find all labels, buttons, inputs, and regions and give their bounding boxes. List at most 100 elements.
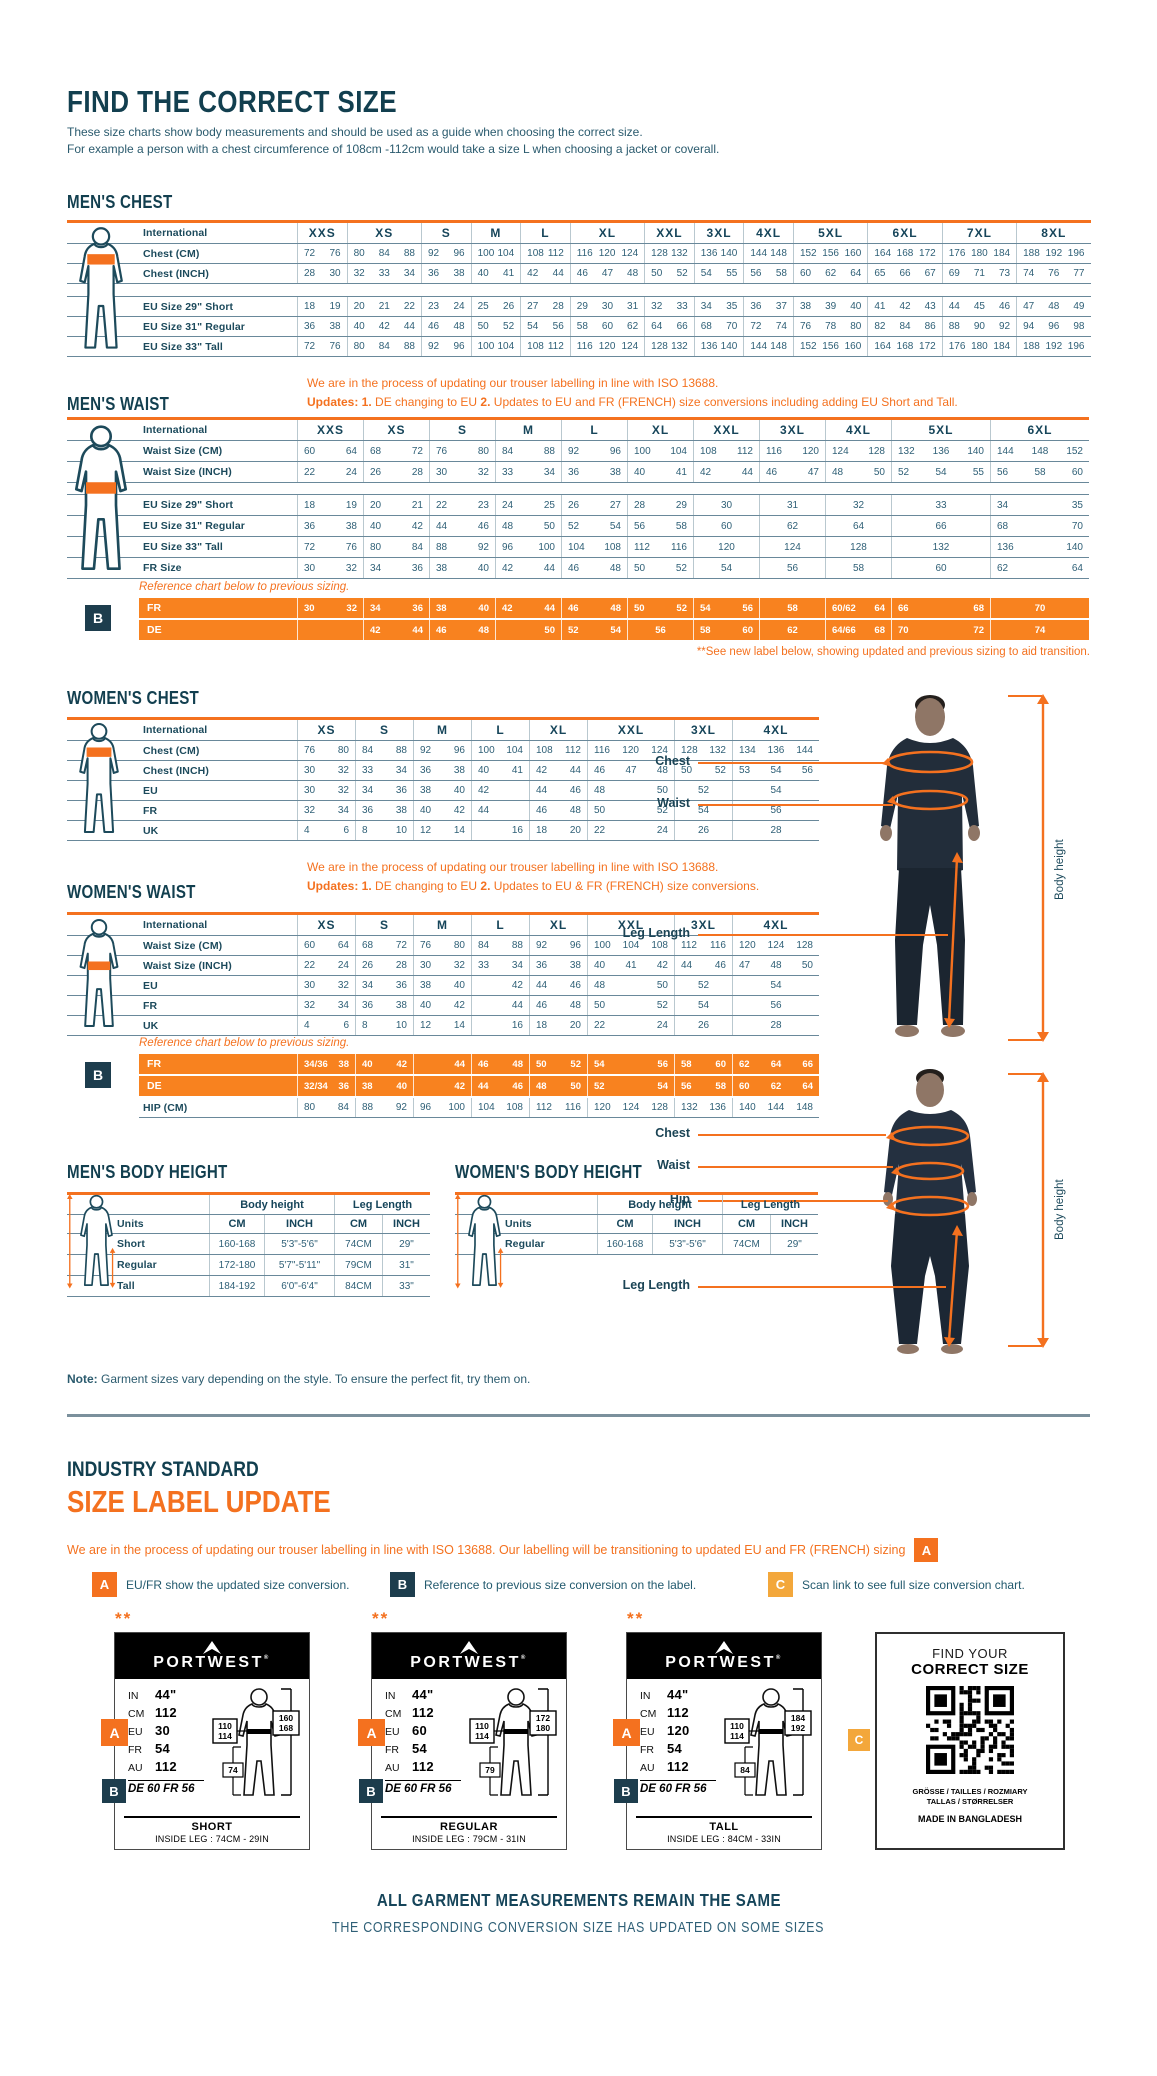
table-header-row: International XXS XS S M L XL XXL 3XL 4XL 5XL 6XL — [67, 420, 1089, 441]
label-previous-sizing: DE 60 FR 56 — [640, 1783, 707, 1795]
woman-chest-label: Chest — [655, 1126, 690, 1140]
reference-row: DE 42 44 46 48 50 52 54 56 58 60 62 64/66 68 70 72 74 — [139, 620, 1089, 640]
size-cell: 144 148 — [743, 244, 793, 263]
label-b-badge: B — [102, 1779, 126, 1803]
size-cell: 100 104 108 — [587, 936, 674, 955]
size-cell: 80 84 88 — [346, 244, 421, 263]
label-a-badge: A — [101, 1719, 128, 1746]
size-cell: 48 50 — [587, 976, 674, 995]
label-fit-info: SHORT INSIDE LEG : 74CM - 29IN — [124, 1816, 300, 1844]
table-row — [67, 483, 1089, 495]
c-badge: C — [768, 1572, 793, 1597]
table-row: EU Size 31" Regular 36 38 40 42 44 46 48 50 52 54 5… — [67, 516, 1089, 537]
size-cell: 92 96 — [420, 244, 471, 263]
size-cell: 29 30 31 — [569, 297, 644, 316]
womens-body-height-heading: WOMEN'S BODY HEIGHT — [455, 1162, 643, 1182]
man-leg-length-label: Leg Length — [622, 926, 690, 940]
size-cell: 42 44 — [529, 761, 587, 780]
size-cell: 56 — [732, 801, 819, 820]
size-cell: 32 34 — [297, 996, 355, 1015]
size-cell: 46 47 — [759, 462, 825, 482]
size-cell: 12 14 — [413, 1016, 471, 1035]
size-cell: 26 28 — [363, 462, 429, 482]
size-cell: 116 120 124 — [587, 741, 674, 760]
man-height-tick-bottom — [1008, 1039, 1042, 1041]
size-cell: 112 116 — [627, 537, 693, 557]
size-cell: 28 30 — [297, 264, 347, 283]
womens-chest-table: International XS S M L XL XXL 3XL 4XL Chest (CM) 7… — [67, 717, 819, 841]
size-cell: 60 — [693, 516, 759, 536]
svg-text:114: 114 — [218, 1731, 232, 1741]
size-cell: 18 19 — [297, 495, 363, 515]
size-cell: 52 — [674, 976, 732, 995]
table-row: FR 32 34 36 38 40 42 44 46 48 50 52 54 56 — [67, 996, 819, 1016]
size-cell: 50 52 — [674, 761, 732, 780]
size-cell: 56 58 — [627, 516, 693, 536]
woman-height-tick-top — [1008, 1073, 1042, 1075]
size-cell: 32 34 — [297, 801, 355, 820]
size-cell: 50 52 — [470, 317, 521, 336]
table-header-row: International XS S M L XL XXL 3XL 4XL — [67, 915, 819, 936]
label-stars: ** — [372, 1609, 390, 1628]
womens-figure-photo — [845, 1066, 1015, 1361]
label-previous-sizing: DE 60 FR 56 — [385, 1783, 452, 1795]
womens-waist-reference-table: FR 34/36 38 40 42 44 46 48 50 52 54 56 58 60 62 64 66 DE 3… — [139, 1054, 819, 1118]
svg-text:168: 168 — [279, 1723, 293, 1733]
man-leg-length-line — [698, 934, 948, 936]
size-cell: 132 — [891, 537, 990, 557]
size-cell: 33 34 — [495, 462, 561, 482]
size-cell: 34 36 — [355, 781, 413, 800]
size-cell: 47 48 50 — [732, 956, 819, 975]
table-row: Regular 160-168 5'3"-5'6" 74CM 29" — [455, 1234, 818, 1255]
size-cell: 108 112 — [520, 337, 570, 356]
svg-text:110: 110 — [218, 1721, 232, 1731]
size-cell: 30 32 — [297, 781, 355, 800]
size-cell: 54 — [693, 558, 759, 578]
size-cell: 30 32 — [429, 462, 495, 482]
size-cell: 46 48 — [561, 558, 627, 578]
table-row — [67, 284, 1091, 297]
size-cell: 116 120 124 — [569, 337, 644, 356]
size-cell: 30 32 — [297, 761, 355, 780]
table-row: EU 30 32 34 36 38 40 42 44 46 48 50 52 54 — [67, 976, 819, 996]
b-reference-badge: B — [85, 1062, 111, 1088]
size-cell: 128 132 — [644, 244, 694, 263]
size-cell: 30 32 — [413, 956, 471, 975]
mens-chest-figure-icon — [70, 226, 132, 352]
size-cell: 46 47 48 — [569, 264, 644, 283]
svg-text:114: 114 — [475, 1731, 489, 1741]
size-cell: 64 — [825, 516, 891, 536]
size-cell: 54 — [674, 996, 732, 1015]
reference-row: FR 34/36 38 40 42 44 46 48 50 52 54 56 58 60 62 64 66 — [139, 1054, 819, 1074]
size-cell: 40 41 42 — [587, 956, 674, 975]
reference-row: DE 32/34 36 38 40 42 44 46 48 50 52 54 56 58 60 62 64 — [139, 1076, 819, 1096]
portwest-diamond-icon — [203, 1641, 221, 1654]
size-cell: 22 23 — [429, 495, 495, 515]
table-row: EU Size 29" Short 18 19 20 21 22 23 24 25 26 27 28 2… — [67, 495, 1089, 516]
size-cell: 188 192 196 — [1016, 337, 1090, 356]
size-cell: 36 38 — [420, 264, 471, 283]
footer-line-1: ALL GARMENT MEASUREMENTS REMAIN THE SAME — [376, 1890, 781, 1910]
size-cell: 152 156 160 — [792, 337, 867, 356]
size-cell: 120 124 128 — [732, 936, 819, 955]
size-cell: 136 140 — [693, 337, 744, 356]
size-cell: 50 52 — [627, 558, 693, 578]
svg-text:180: 180 — [536, 1723, 550, 1733]
size-cell: 152 156 160 — [792, 244, 867, 263]
size-cell: 33 34 — [471, 956, 529, 975]
label-previous-sizing: DE 60 FR 56 — [128, 1783, 195, 1795]
size-cell: 92 96 — [420, 337, 471, 356]
table-row: Waist Size (INCH) 22 24 26 28 30 32 33 34 36 38 40 4… — [67, 462, 1089, 483]
size-cell: 56 — [732, 996, 819, 1015]
size-cell: 38 39 40 — [792, 297, 867, 316]
size-cell: 34 35 — [990, 495, 1089, 515]
size-cell: 116 120 124 — [569, 244, 644, 263]
size-cell: 72 76 — [297, 537, 363, 557]
size-cell: 68 70 — [693, 317, 744, 336]
size-cell: 24 25 — [495, 495, 561, 515]
mens-waist-heading: MEN'S WAIST — [67, 394, 170, 414]
size-cell: 40 42 — [363, 516, 429, 536]
mens-body-height-table: Body height Leg Length Units CM INCH CM INCH Sh… — [67, 1192, 430, 1297]
